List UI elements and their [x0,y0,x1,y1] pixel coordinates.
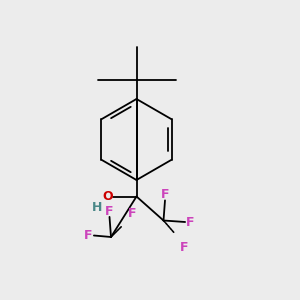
Text: F: F [161,188,169,202]
Text: H: H [92,201,102,214]
Text: F: F [105,205,114,218]
Text: F: F [84,229,93,242]
Text: F: F [128,207,136,220]
Text: F: F [186,215,195,229]
Text: F: F [180,241,188,254]
Text: O: O [103,190,113,203]
